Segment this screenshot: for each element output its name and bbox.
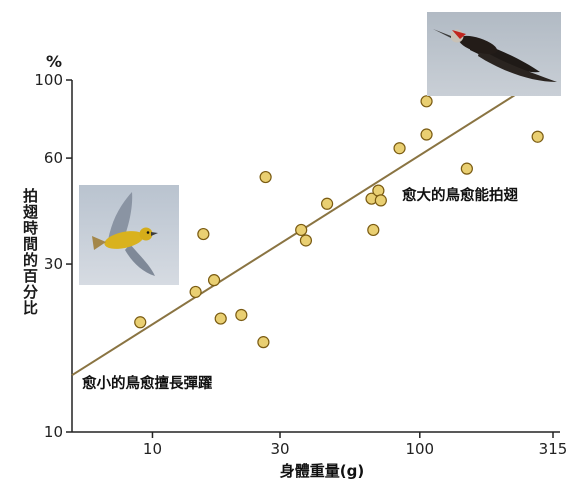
data-point [374,194,387,207]
x-axis-label: 身體重量(g) [280,462,364,480]
small-bird-photo [79,185,179,285]
y-ticks: 10 30 60 100 [34,71,72,441]
y-tick-label: 30 [44,255,63,273]
data-point [214,312,227,325]
data-point [134,316,147,329]
data-point [393,142,406,155]
x-tick-label: 100 [405,440,434,458]
annotation-small-birds: 愈小的鳥愈擅長彈躍 [82,374,213,392]
y-tick-label: 60 [44,149,63,167]
axes [71,80,560,433]
data-point [420,128,433,141]
y-tick-label: 10 [44,423,63,441]
data-point [295,223,308,237]
x-tick-label: 10 [143,440,162,458]
x-tick-label: 315 [539,440,568,458]
annotation-large-birds: 愈大的鳥愈能拍翅 [402,186,518,204]
y-axis-label: 拍翅時間的百分比 [21,188,39,316]
x-tick-label: 30 [270,440,289,458]
data-point [197,227,210,241]
y-tick-label: 100 [34,71,63,89]
data-point [420,95,433,108]
data-point [235,308,248,322]
data-point [460,162,473,175]
y-axis-unit: % [46,52,63,71]
large-bird-photo [427,12,561,96]
data-point [320,197,334,210]
data-points [134,95,544,349]
data-point [257,336,270,349]
data-point [367,223,380,237]
x-ticks: 10 30 100 315 [143,432,567,458]
data-point [531,130,544,143]
data-point [259,170,272,184]
data-point [189,285,202,299]
data-point [299,234,313,247]
data-point [207,274,221,287]
